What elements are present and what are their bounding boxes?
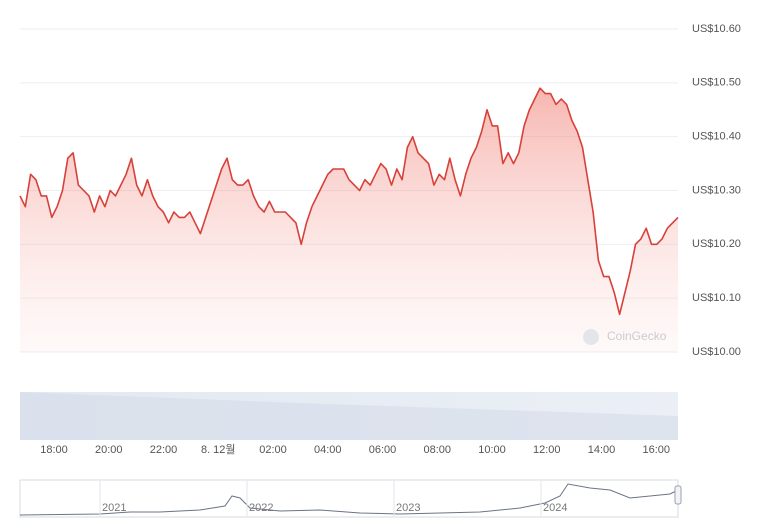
- x-tick-label: 18:00: [40, 444, 68, 456]
- y-tick-label: US$10.50: [692, 77, 741, 89]
- x-tick-label: 02:00: [259, 444, 287, 456]
- x-tick-label: 16:00: [642, 444, 670, 456]
- navigator-label: 2023: [396, 502, 420, 514]
- y-tick-label: US$10.20: [692, 238, 741, 250]
- y-tick-label: US$10.00: [692, 346, 741, 358]
- plot: [19, 87, 679, 352]
- navigator-label: 2021: [102, 502, 126, 514]
- navigator-label: 2022: [249, 502, 273, 514]
- x-axis: 18:00 20:00 22:00 8. 12월 02:00 04:00 06:00 08:0…: [40, 443, 670, 456]
- price-area: [20, 88, 678, 352]
- watermark: CoinGecko: [607, 329, 667, 343]
- y-tick-label: US$10.60: [692, 23, 741, 35]
- y-tick-label: US$10.40: [692, 131, 741, 143]
- price-line: [19, 87, 679, 316]
- y-tick-label: US$10.10: [692, 292, 741, 304]
- x-tick-label: 04:00: [314, 444, 342, 456]
- navigator-line: [19, 483, 679, 516]
- navigator-label: 2024: [543, 502, 567, 514]
- x-tick-label: 20:00: [95, 444, 123, 456]
- x-tick-label: 06:00: [369, 444, 397, 456]
- x-tick-label: 22:00: [150, 444, 178, 456]
- watermark-logo: [583, 329, 599, 345]
- navigator-handle[interactable]: [674, 485, 682, 505]
- x-tick-label: 10:00: [478, 444, 506, 456]
- x-tick-label: 08:00: [423, 444, 451, 456]
- x-tick-label: 12:00: [533, 444, 561, 456]
- volume-shade: [20, 392, 678, 440]
- y-tick-label: US$10.30: [692, 184, 741, 196]
- x-tick-label: 14:00: [588, 444, 616, 456]
- navigator: 2021 2022 2023 2024: [99, 480, 567, 517]
- x-tick-label: 8. 12월: [201, 443, 236, 456]
